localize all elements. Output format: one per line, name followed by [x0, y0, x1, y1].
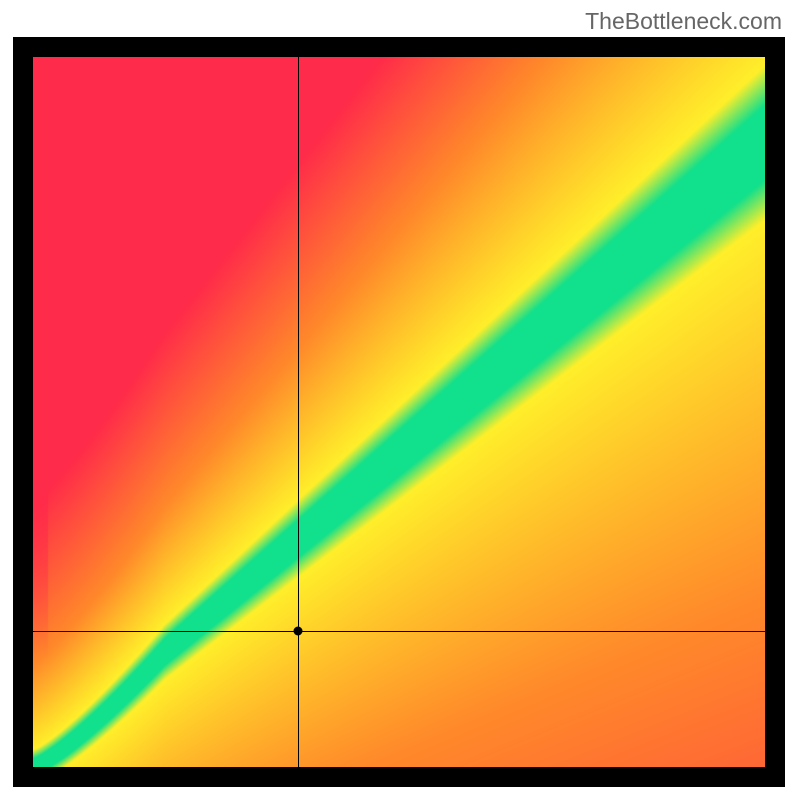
heatmap-canvas — [33, 57, 765, 767]
crosshair-horizontal — [33, 631, 765, 632]
crosshair-marker — [293, 626, 302, 635]
plot-frame — [13, 37, 785, 787]
plot-area — [33, 57, 765, 767]
crosshair-vertical — [298, 57, 299, 767]
chart-container: TheBottleneck.com — [0, 0, 800, 800]
watermark-text: TheBottleneck.com — [585, 8, 782, 35]
